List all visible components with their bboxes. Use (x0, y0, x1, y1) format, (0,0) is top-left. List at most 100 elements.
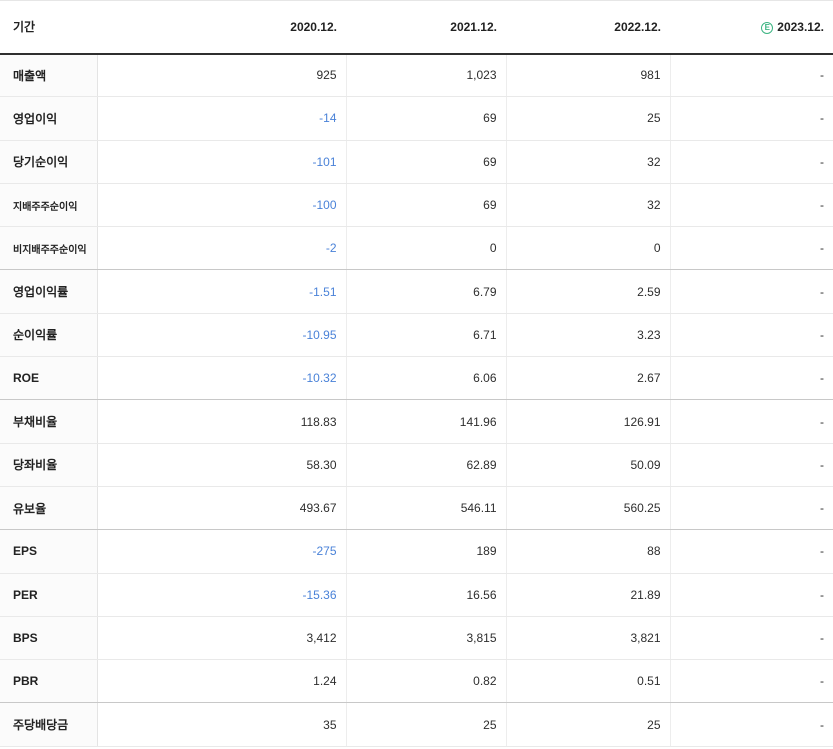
cell-2023-12: - (670, 399, 833, 444)
row-label: 비지배주주순이익 (0, 226, 98, 271)
cell-2023-12: - (670, 659, 833, 704)
table-row: 부채비율 118.83 141.96 126.91 - (0, 399, 833, 444)
cell-2023-12: - (670, 356, 833, 401)
cell-2022-12: 88 (506, 529, 671, 574)
row-label: 영업이익률 (0, 269, 98, 314)
table-header: 기간 2020.12. 2021.12. 2022.12. E 2023.12. (0, 0, 833, 55)
estimate-icon: E (761, 21, 774, 34)
cell-2022-12: 3.23 (506, 313, 671, 358)
cell-2021-12: 16.56 (346, 573, 507, 617)
header-row: 기간 2020.12. 2021.12. 2022.12. E 2023.12. (0, 0, 833, 55)
cell-2023-12: - (670, 313, 833, 358)
cell-2020-12: -10.32 (97, 356, 347, 401)
table-row: 영업이익 -14 69 25 - (0, 96, 833, 141)
table-row: BPS 3,412 3,815 3,821 - (0, 616, 833, 661)
cell-2021-12: 546.11 (346, 486, 507, 531)
cell-2021-12: 69 (346, 140, 507, 184)
cell-2023-12: - (670, 140, 833, 184)
row-label: 부채비율 (0, 399, 98, 444)
row-label: 유보율 (0, 486, 98, 531)
cell-2021-12: 69 (346, 96, 507, 141)
cell-2021-12: 6.06 (346, 356, 507, 401)
table-row: 주당배당금 35 25 25 - (0, 702, 833, 747)
cell-2022-12: 981 (506, 53, 671, 98)
cell-2022-12: 3,821 (506, 616, 671, 661)
cell-2022-12: 25 (506, 96, 671, 141)
cell-2020-12: -275 (97, 529, 347, 574)
cell-2020-12: 35 (97, 702, 347, 747)
cell-2020-12: -2 (97, 226, 347, 271)
table-row: 영업이익률 -1.51 6.79 2.59 - (0, 269, 833, 314)
column-header-2023-12-estimate: E 2023.12. (670, 0, 833, 55)
column-header-2023-12-label: 2023.12. (777, 19, 824, 34)
cell-2022-12: 2.67 (506, 356, 671, 401)
cell-2022-12: 2.59 (506, 269, 671, 314)
cell-2021-12: 141.96 (346, 399, 507, 444)
cell-2021-12: 0.82 (346, 659, 507, 704)
table-row: 지배주주순이익 -100 69 32 - (0, 183, 833, 228)
cell-2022-12: 32 (506, 140, 671, 184)
cell-2022-12: 32 (506, 183, 671, 228)
cell-2023-12: - (670, 616, 833, 661)
cell-2020-12: 925 (97, 53, 347, 98)
cell-2022-12: 0.51 (506, 659, 671, 704)
cell-2020-12: -100 (97, 183, 347, 228)
cell-2022-12: 126.91 (506, 399, 671, 444)
cell-2022-12: 21.89 (506, 573, 671, 617)
cell-2022-12: 0 (506, 226, 671, 271)
cell-2020-12: 3,412 (97, 616, 347, 661)
row-label: 순이익률 (0, 313, 98, 358)
table-row: 당좌비율 58.30 62.89 50.09 - (0, 443, 833, 487)
cell-2023-12: - (670, 53, 833, 98)
cell-2022-12: 25 (506, 702, 671, 747)
cell-2020-12: 58.30 (97, 443, 347, 487)
cell-2022-12: 50.09 (506, 443, 671, 487)
table-body: 매출액 925 1,023 981 - 영업이익 -14 69 25 - 당기순… (0, 53, 833, 747)
cell-2023-12: - (670, 529, 833, 574)
table-row: PBR 1.24 0.82 0.51 - (0, 659, 833, 704)
cell-2023-12: - (670, 226, 833, 271)
table-row: 비지배주주순이익 -2 0 0 - (0, 226, 833, 271)
row-label: 영업이익 (0, 96, 98, 141)
cell-2022-12: 560.25 (506, 486, 671, 531)
cell-2023-12: - (670, 702, 833, 747)
cell-2021-12: 62.89 (346, 443, 507, 487)
table-row: EPS -275 189 88 - (0, 529, 833, 574)
cell-2021-12: 69 (346, 183, 507, 228)
column-header-2021-12: 2021.12. (346, 0, 506, 55)
cell-2020-12: -101 (97, 140, 347, 184)
cell-2021-12: 3,815 (346, 616, 507, 661)
cell-2023-12: - (670, 269, 833, 314)
cell-2023-12: - (670, 486, 833, 531)
cell-2023-12: - (670, 183, 833, 228)
table-row: ROE -10.32 6.06 2.67 - (0, 356, 833, 401)
table-row: 유보율 493.67 546.11 560.25 - (0, 486, 833, 531)
cell-2023-12: - (670, 443, 833, 487)
row-label: 지배주주순이익 (0, 183, 98, 228)
column-header-2020-12: 2020.12. (97, 0, 346, 55)
cell-2021-12: 6.71 (346, 313, 507, 358)
row-label: 당좌비율 (0, 443, 98, 487)
column-header-2022-12: 2022.12. (506, 0, 670, 55)
cell-2020-12: -15.36 (97, 573, 347, 617)
table-row: 매출액 925 1,023 981 - (0, 53, 833, 98)
cell-2020-12: -10.95 (97, 313, 347, 358)
cell-2020-12: 1.24 (97, 659, 347, 704)
row-label: 당기순이익 (0, 140, 98, 184)
table-row: 순이익률 -10.95 6.71 3.23 - (0, 313, 833, 358)
cell-2023-12: - (670, 96, 833, 141)
period-header-label: 기간 (0, 0, 97, 55)
cell-2021-12: 25 (346, 702, 507, 747)
cell-2023-12: - (670, 573, 833, 617)
cell-2020-12: -14 (97, 96, 347, 141)
row-label: 주당배당금 (0, 702, 98, 747)
cell-2020-12: 493.67 (97, 486, 347, 531)
row-label: PER (0, 573, 98, 617)
table-row: 당기순이익 -101 69 32 - (0, 140, 833, 184)
row-label: ROE (0, 356, 98, 401)
cell-2021-12: 6.79 (346, 269, 507, 314)
row-label: EPS (0, 529, 98, 574)
row-label: BPS (0, 616, 98, 661)
cell-2021-12: 189 (346, 529, 507, 574)
